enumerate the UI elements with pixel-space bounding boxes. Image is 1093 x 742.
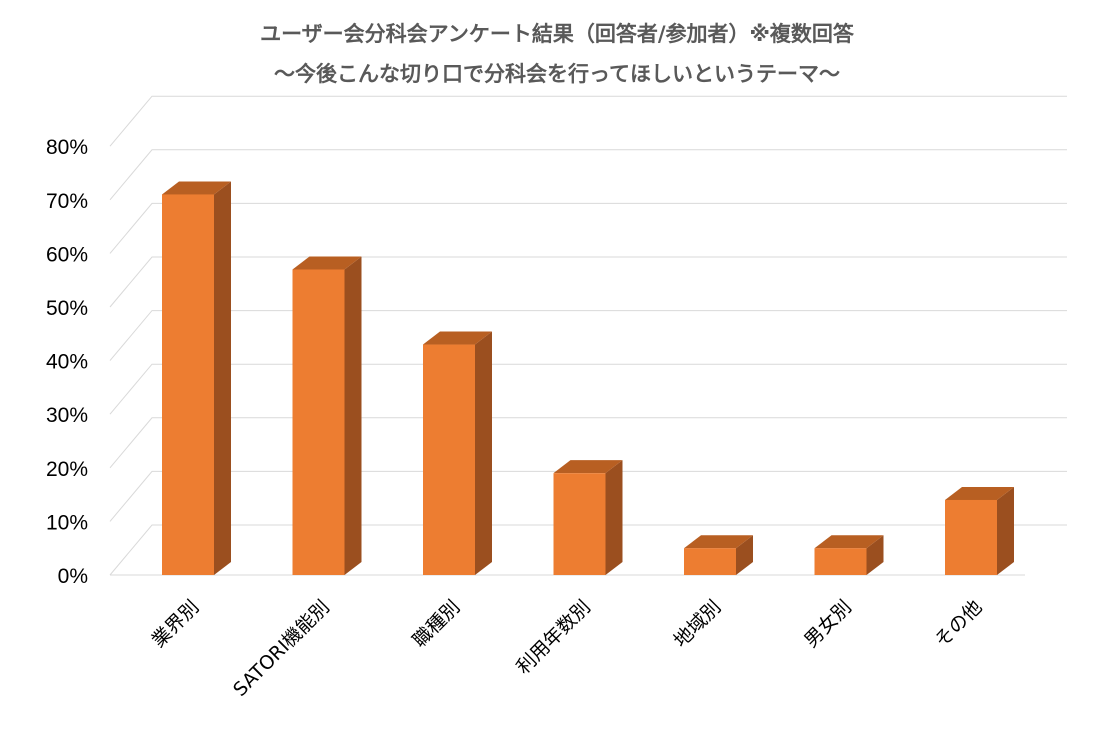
x-axis-tick-labels: 業界別 SATORI機能別 職種別 利用年数別 地域別 男女別 その他 (148, 596, 987, 701)
gridline (109, 95, 1067, 147)
chart-title-line-1: ユーザー会分科会アンケート結果（回答者/参加者）※複数回答 (260, 22, 855, 46)
x-tick-label: その他 (931, 596, 987, 652)
bar-top-face (162, 181, 231, 195)
bar (945, 486, 1014, 575)
y-tick-label: 0% (58, 565, 88, 588)
y-tick-label: 30% (46, 404, 88, 427)
x-tick-label: 地域別 (670, 596, 726, 652)
bar (162, 181, 231, 575)
x-tick-label: 職種別 (409, 596, 465, 652)
gridline (109, 363, 1067, 415)
bar-top-face (684, 535, 753, 549)
gridline (109, 470, 1067, 522)
bar-side-face (997, 486, 1014, 575)
bar-side-face (736, 535, 753, 575)
y-axis-tick-labels: 0% 10% 20% 30% 40% 50% 60% 70% 80% (46, 136, 88, 588)
bar-front-face (423, 344, 475, 575)
bar-top-face (553, 460, 623, 474)
gridline (109, 524, 1067, 576)
bar (814, 535, 884, 575)
gridline (109, 310, 1067, 361)
bar-front-face (684, 548, 736, 575)
bar-top-face (945, 486, 1014, 500)
bars (162, 181, 1014, 575)
x-tick-label: 男女別 (800, 596, 856, 652)
gridline (109, 202, 1067, 254)
x-tick-label: SATORI機能別 (229, 596, 334, 701)
bar-top-face (423, 331, 492, 345)
y-tick-label: 70% (46, 190, 88, 213)
bar-side-face (866, 535, 884, 575)
gridline (109, 149, 1067, 201)
chart-title-line-2: ～今後こんな切り口で分科会を行ってほしいというテーマ～ (274, 62, 840, 86)
gridline (109, 417, 1067, 469)
bar-side-face (605, 460, 623, 575)
bar-front-face (292, 269, 345, 575)
y-tick-label: 60% (46, 243, 88, 266)
bar-side-face (475, 331, 492, 575)
bar-top-face (292, 256, 362, 270)
y-tick-label: 40% (46, 351, 88, 374)
bar-front-face (945, 499, 997, 575)
bar-side-face (214, 181, 231, 575)
bar-front-face (162, 194, 214, 575)
y-tick-label: 50% (46, 297, 88, 320)
bar-side-face (344, 256, 362, 575)
bar-front-face (553, 473, 606, 575)
y-tick-label: 10% (46, 511, 88, 534)
y-tick-label: 80% (46, 136, 88, 159)
bar (423, 331, 492, 575)
gridlines (109, 95, 1067, 576)
bar (553, 460, 623, 575)
bar (292, 256, 362, 575)
x-tick-label: 業界別 (148, 596, 204, 652)
bar-top-face (814, 535, 884, 549)
gridline (109, 256, 1067, 308)
y-tick-label: 20% (46, 458, 88, 481)
x-tick-label: 利用年数別 (512, 596, 595, 679)
chart-title: ユーザー会分科会アンケート結果（回答者/参加者）※複数回答 ～今後こんな切り口で… (260, 22, 855, 86)
bar-front-face (814, 548, 867, 575)
bar (684, 535, 753, 575)
